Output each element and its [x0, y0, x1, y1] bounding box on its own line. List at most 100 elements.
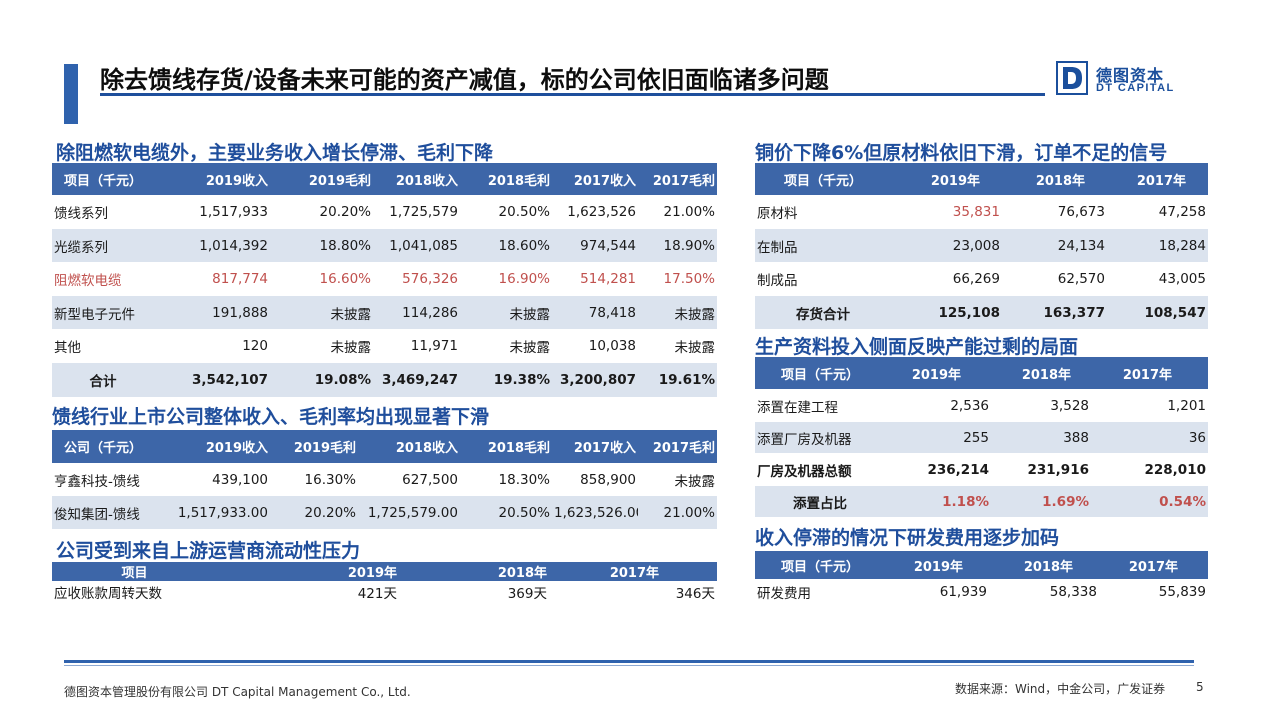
cell-value: 47,258 [1158, 204, 1206, 220]
row-label: 厂房及机器总额 [757, 463, 852, 480]
column-header: 项目（千元） [755, 551, 885, 579]
cell-value: 76,673 [1057, 204, 1105, 220]
capex-section-title: 生产资料投入侧面反映产能过剩的局面 [755, 336, 1079, 358]
cell-value: 346天 [675, 586, 715, 602]
row-label: 研发费用 [757, 586, 811, 602]
row-label: 添置厂房及机器 [755, 422, 885, 453]
table-header-row: 公司（千元） 2019收入 2019毛利 2018收入 2018毛利 2017收… [52, 430, 717, 463]
cell-value: 114,286 [373, 296, 460, 329]
cell-value: 55,839 [1158, 584, 1206, 600]
column-header: 项目 [52, 562, 217, 581]
column-header: 2018年 [989, 551, 1099, 579]
logo-text-en: DT CAPITAL [1096, 82, 1175, 94]
table-row: 研发费用 61,939 58,338 55,839 [755, 579, 1208, 605]
receivables-section-title: 公司受到来自上游运营商流动性压力 [56, 540, 361, 562]
title-underline [100, 93, 1045, 96]
table-header-row: 项目 2019年 2018年 2017年 [52, 562, 717, 581]
cell-value: 1,623,526.00 [552, 496, 638, 529]
footer-company: 德图资本管理股份有限公司 DT Capital Management Co., … [64, 685, 411, 699]
column-header: 公司（千元） [52, 430, 154, 463]
column-header: 2018毛利 [460, 163, 552, 195]
table-row-highlighted: 添置占比 1.18% 1.69% 0.54% [755, 486, 1208, 517]
cell-value: 未披露 [330, 340, 372, 356]
column-header: 2017年 [1107, 163, 1208, 195]
cell-value: 3,469,247 [373, 363, 460, 397]
cell-value: 未披露 [460, 296, 552, 329]
logo-text-cn: 德图资本 [1096, 66, 1165, 85]
row-label: 俊知集团-馈线 [52, 496, 154, 529]
cell-value: 17.50% [663, 271, 715, 287]
column-header: 2018年 [399, 562, 549, 581]
row-label: 亨鑫科技-馈线 [54, 473, 140, 490]
table-row: 添置在建工程 2,536 3,528 1,201 [755, 389, 1208, 422]
revenue-table: 项目（千元） 2019收入 2019毛利 2018收入 2018毛利 2017收… [52, 163, 717, 397]
row-label: 添置在建工程 [757, 399, 838, 416]
cell-value: 3,542,107 [154, 363, 270, 397]
cell-value: 1,014,392 [154, 229, 270, 262]
row-label: 合计 [52, 363, 154, 397]
table-header-row: 项目（千元） 2019年 2018年 2017年 [755, 163, 1208, 195]
cell-value: 10,038 [588, 338, 636, 354]
cell-value: 未披露 [674, 340, 716, 356]
column-header: 项目（千元） [755, 357, 885, 389]
cell-value: 858,900 [580, 471, 636, 488]
table-row-highlighted: 阻燃软电缆 817,774 16.60% 576,326 16.90% 514,… [52, 262, 717, 296]
row-label: 光缆系列 [52, 229, 154, 262]
cell-value: 120 [242, 338, 268, 354]
cell-value: 1,517,933.00 [154, 496, 270, 529]
cell-value: 16.60% [319, 271, 371, 287]
column-header: 2019毛利 [270, 163, 373, 195]
cell-value: 20.20% [319, 204, 371, 220]
column-header: 2019年 [885, 357, 991, 389]
column-header: 2018年 [1002, 163, 1107, 195]
cell-value: 388 [991, 422, 1091, 453]
column-header: 2017收入 [552, 430, 638, 463]
table-row: 原材料 35,831 76,673 47,258 [755, 195, 1208, 229]
cell-value: 231,916 [1027, 461, 1090, 478]
cell-value: 23,008 [891, 229, 1002, 262]
column-header: 2018年 [991, 357, 1091, 389]
table-row: 其他 120 未披露 11,971 未披露 10,038 未披露 [52, 329, 717, 363]
cell-value: 974,544 [552, 229, 638, 262]
cell-value: 20.50% [498, 204, 550, 220]
table-row: 制成品 66,269 62,570 43,005 [755, 262, 1208, 296]
cell-value: 191,888 [154, 296, 270, 329]
capex-table: 项目（千元） 2019年 2018年 2017年 添置在建工程 2,536 3,… [755, 357, 1208, 517]
page-title: 除去馈线存货/设备未来可能的资产减值，标的公司依旧面临诸多问题 [100, 66, 829, 94]
row-label: 在制品 [755, 229, 891, 262]
cell-value: 421天 [357, 586, 397, 602]
table-row: 在制品 23,008 24,134 18,284 [755, 229, 1208, 262]
cell-value: 817,774 [212, 271, 268, 287]
table-row: 厂房及机器总额 236,214 231,916 228,010 [755, 453, 1208, 486]
revenue-section-title: 除阻燃软电缆外，主要业务收入增长停滞、毛利下降 [56, 142, 494, 164]
column-header: 2019收入 [154, 430, 270, 463]
cell-value: 58,338 [1049, 584, 1097, 600]
table-header-row: 项目（千元） 2019年 2018年 2017年 [755, 357, 1208, 389]
receivables-table: 项目 2019年 2018年 2017年 应收账款周转天数 421天 369天 … [52, 562, 717, 603]
cell-value: 18,284 [1107, 229, 1208, 262]
column-header: 2019收入 [154, 163, 270, 195]
column-header: 2019年 [885, 551, 989, 579]
cell-value: 1,725,579.00 [358, 496, 460, 529]
cell-value: 19.38% [460, 363, 552, 397]
cell-value: 61,939 [939, 584, 987, 600]
cell-value: 163,377 [1002, 296, 1107, 329]
column-header: 2018收入 [373, 163, 460, 195]
cell-value: 62,570 [1057, 271, 1105, 287]
cell-value: 108,547 [1107, 296, 1208, 329]
row-label: 添置占比 [755, 486, 885, 517]
cell-value: 2,536 [950, 397, 989, 414]
peers-table: 公司（千元） 2019收入 2019毛利 2018收入 2018毛利 2017收… [52, 430, 717, 529]
cell-value: 36 [1091, 422, 1208, 453]
cell-value: 1,201 [1167, 397, 1206, 414]
rnd-table: 项目（千元） 2019年 2018年 2017年 研发费用 61,939 58,… [755, 551, 1208, 605]
rnd-section-title: 收入停滞的情况下研发费用逐步加码 [755, 527, 1060, 549]
cell-value: 16.30% [304, 471, 356, 488]
row-label: 阻燃软电缆 [54, 273, 122, 289]
cell-value: 21.00% [638, 496, 717, 529]
column-header: 2017收入 [552, 163, 638, 195]
cell-value: 18.30% [498, 471, 550, 488]
column-header: 2019年 [217, 562, 399, 581]
column-header: 2017年 [549, 562, 717, 581]
row-label: 原材料 [757, 206, 798, 222]
